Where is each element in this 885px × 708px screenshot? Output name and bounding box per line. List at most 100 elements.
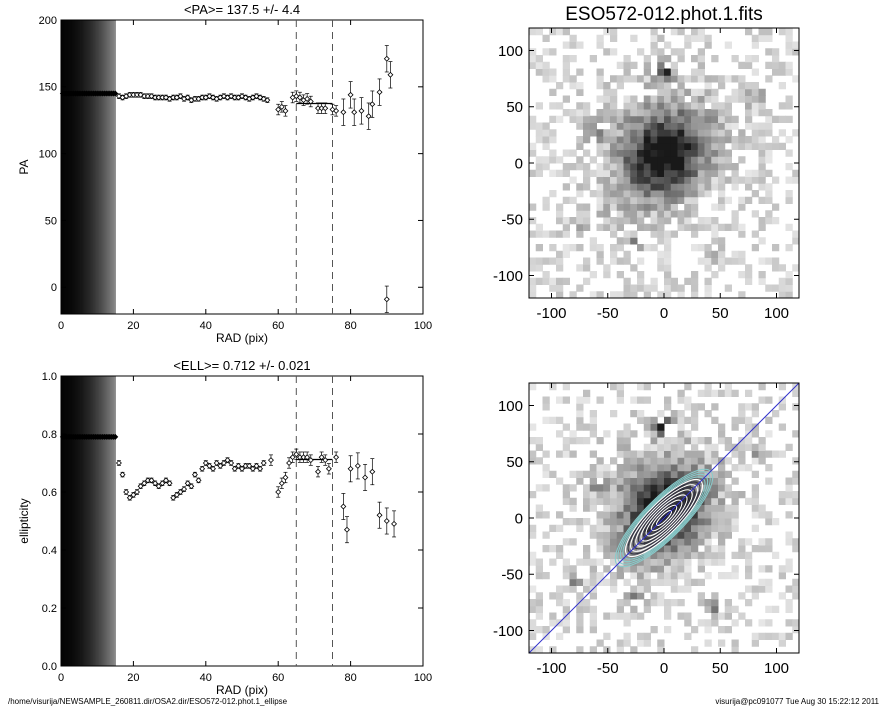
img-pixel — [576, 82, 584, 90]
cont-pixel — [684, 524, 692, 532]
img-pixel — [664, 156, 672, 164]
img-pixel — [637, 244, 645, 252]
img-pixel — [697, 217, 705, 225]
img-pixel — [751, 41, 759, 49]
cont-pixel — [785, 477, 793, 485]
pa-inner-band — [111, 20, 114, 314]
img-pixel — [664, 41, 672, 49]
cont-pixel — [778, 639, 786, 647]
img-pixel — [785, 277, 793, 285]
img-pixel — [751, 34, 759, 42]
cont-pixel — [677, 504, 685, 512]
cont-pixel — [691, 538, 699, 546]
pa-data-point — [383, 296, 390, 303]
img-pixel — [643, 102, 651, 110]
cont-pixel — [637, 396, 645, 404]
img-pixel — [650, 48, 658, 56]
img-pixel — [643, 223, 651, 231]
img-pixel — [643, 115, 651, 123]
cont-pixel — [603, 531, 611, 539]
img-pixel — [792, 230, 800, 238]
cont-pixel — [684, 558, 692, 566]
cont-pixel — [637, 497, 645, 505]
img-pixel — [630, 163, 638, 171]
cont-pixel — [785, 484, 793, 492]
cont-pixel — [704, 497, 712, 505]
img-pixel — [765, 34, 773, 42]
cont-pixel — [711, 551, 719, 559]
img-pixel — [643, 122, 651, 130]
cont-pixel — [738, 443, 746, 451]
cont-pixel — [630, 592, 638, 600]
img-pixel — [616, 237, 624, 245]
cont-pixel — [535, 504, 543, 512]
img-pixel — [596, 183, 604, 191]
cont-pixel — [765, 450, 773, 458]
cont-pixel — [562, 383, 570, 391]
img-pixel — [610, 156, 618, 164]
cont-pixel — [630, 430, 638, 438]
cont-pixel — [529, 619, 537, 627]
img-pixel — [616, 183, 624, 191]
img-pixel — [745, 88, 753, 96]
img-pixel — [630, 75, 638, 83]
cont-pixel — [603, 524, 611, 532]
cont-pixel — [616, 612, 624, 620]
img-pixel — [697, 142, 705, 150]
cont-pixel — [583, 497, 591, 505]
cont-pixel — [751, 470, 759, 478]
img-pixel — [758, 176, 766, 184]
img-pixel — [643, 176, 651, 184]
cont-pixel — [643, 416, 651, 424]
pa-inner-band — [104, 20, 107, 314]
cont-pixel — [697, 457, 705, 465]
cont-pixel — [650, 450, 658, 458]
img-pixel — [691, 122, 699, 130]
img-pixel — [772, 55, 780, 63]
img-pixel — [529, 230, 537, 238]
img-pixel — [670, 115, 678, 123]
cont-pixel — [711, 403, 719, 411]
img-pixel — [610, 95, 618, 103]
cont-pixel — [589, 423, 597, 431]
cont-pixel — [677, 470, 685, 478]
img-pixel — [637, 169, 645, 177]
cont-pixel — [691, 464, 699, 472]
cont-pixel — [697, 464, 705, 472]
img-pixel — [650, 129, 658, 137]
img-pixel — [670, 183, 678, 191]
img-pixel — [556, 257, 564, 265]
img-pixel — [704, 109, 712, 117]
img-pixel — [778, 115, 786, 123]
img-pixel — [643, 68, 651, 76]
cont-pixel — [684, 531, 692, 539]
cont-xtick-label: 0 — [660, 660, 668, 677]
img-pixel — [556, 102, 564, 110]
img-pixel — [772, 176, 780, 184]
cont-pixel — [758, 538, 766, 546]
pa-data-point — [333, 107, 340, 114]
img-pixel — [576, 41, 584, 49]
ell-data-point — [267, 457, 274, 464]
cont-pixel — [772, 410, 780, 418]
cont-pixel — [650, 491, 658, 499]
cont-pixel — [711, 389, 719, 397]
cont-pixel — [718, 484, 726, 492]
img-pixel — [711, 257, 719, 265]
img-pixel — [616, 142, 624, 150]
footer-stamp: visurija@pc091077 Tue Aug 30 15:22:12 20… — [715, 697, 879, 706]
cont-pixel — [751, 511, 759, 519]
img-pixel — [758, 28, 766, 36]
pa-inner-band — [90, 20, 93, 314]
img-pixel — [772, 284, 780, 292]
cont-pixel — [529, 551, 537, 559]
img-pixel — [664, 163, 672, 171]
cont-pixel — [643, 430, 651, 438]
cont-pixel — [623, 612, 631, 620]
img-pixel — [751, 82, 759, 90]
cont-pixel — [711, 612, 719, 620]
cont-pixel — [576, 477, 584, 485]
ell-inner-band — [101, 376, 104, 666]
img-pixel — [616, 136, 624, 144]
cont-pixel — [704, 437, 712, 445]
